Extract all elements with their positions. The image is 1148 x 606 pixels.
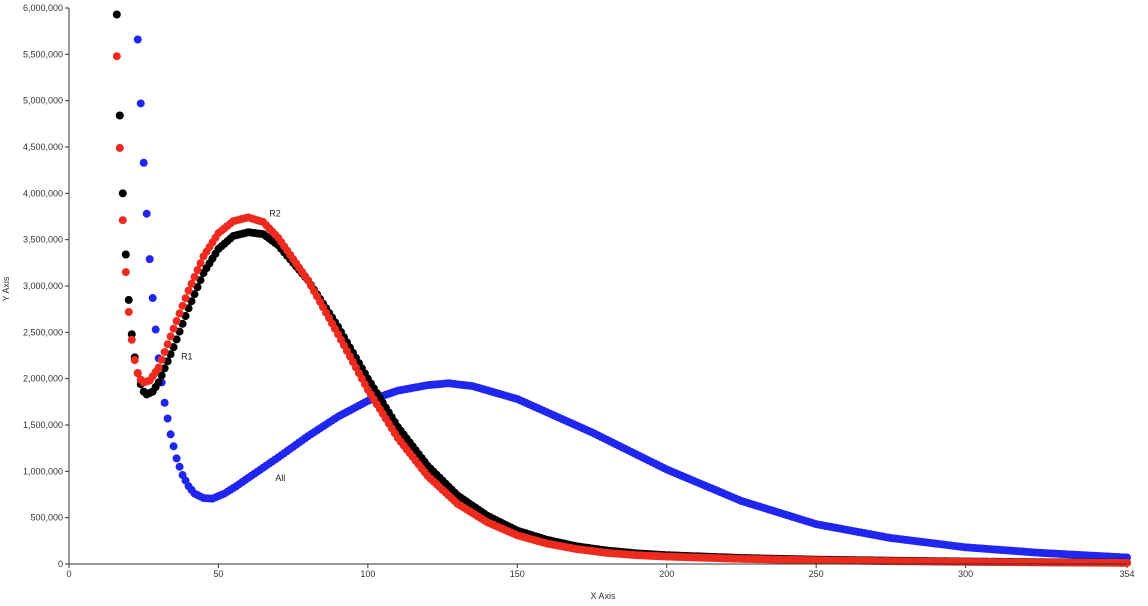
- data-point: [172, 335, 181, 344]
- data-point: [136, 99, 145, 108]
- data-point: [187, 279, 196, 288]
- data-point: [172, 317, 181, 326]
- data-point: [196, 259, 205, 268]
- data-point: [133, 35, 142, 44]
- x-tick-label: 200: [659, 569, 674, 579]
- data-point: [166, 430, 175, 439]
- data-point: [169, 442, 178, 451]
- x-tick-label: 354: [1119, 569, 1134, 579]
- data-point: [154, 363, 163, 372]
- data-point: [187, 297, 196, 306]
- y-tick-label: 6,000,000: [23, 3, 63, 13]
- data-point: [115, 111, 124, 120]
- data-point: [160, 364, 169, 373]
- data-point: [190, 290, 199, 299]
- data-point: [124, 307, 133, 316]
- data-point: [160, 398, 169, 407]
- data-point: [154, 378, 163, 387]
- x-tick-label: 50: [213, 569, 223, 579]
- y-tick-label: 1,500,000: [23, 420, 63, 430]
- data-point: [142, 209, 151, 218]
- series-annotation: R2: [269, 209, 281, 219]
- data-point: [130, 356, 139, 365]
- data-point: [121, 268, 130, 277]
- y-tick-label: 0: [58, 559, 63, 569]
- data-point: [193, 283, 202, 292]
- data-point: [175, 327, 184, 336]
- y-tick-label: 3,000,000: [23, 281, 63, 291]
- data-point: [112, 52, 121, 61]
- data-point: [160, 347, 169, 356]
- data-point: [127, 330, 136, 339]
- data-point: [178, 319, 187, 328]
- x-tick-label: 250: [809, 569, 824, 579]
- series-annotations: R2 R1 All: [181, 209, 285, 483]
- data-point: [157, 371, 166, 380]
- series-annotation: All: [275, 473, 285, 483]
- data-point: [172, 454, 181, 463]
- data-point: [151, 325, 160, 334]
- series-all: [133, 35, 1131, 562]
- data-point: [175, 309, 184, 318]
- data-point: [118, 189, 127, 198]
- data-point: [178, 301, 187, 310]
- data-point: [148, 294, 157, 303]
- x-tick-label: 150: [510, 569, 525, 579]
- data-point: [124, 295, 133, 304]
- data-point: [133, 369, 142, 378]
- y-axis-title: Y Axis: [1, 276, 11, 301]
- data-point: [184, 286, 193, 295]
- data-point: [181, 294, 190, 303]
- data-point: [115, 143, 124, 152]
- data-point: [127, 335, 136, 344]
- x-tick-label: 0: [66, 569, 71, 579]
- x-tick-label: 100: [360, 569, 375, 579]
- data-point: [175, 462, 184, 471]
- data-point: [169, 324, 178, 333]
- data-point: [190, 272, 199, 281]
- data-point: [169, 343, 178, 352]
- data-point: [166, 332, 175, 341]
- y-tick-label: 5,000,000: [23, 96, 63, 106]
- data-point: [163, 414, 172, 423]
- y-tick-label: 4,000,000: [23, 188, 63, 198]
- data-point: [193, 266, 202, 275]
- data-point: [196, 276, 205, 285]
- series-r2: [112, 52, 1131, 567]
- data-point: [118, 216, 127, 225]
- y-tick-label: 500,000: [30, 513, 63, 523]
- y-axis-ticks: 0 500,000 1,000,000 1,500,000 2,000,000 2,500…: [23, 3, 69, 569]
- axes: [68, 8, 1127, 565]
- data-point: [181, 312, 190, 321]
- x-axis-title: X Axis: [590, 591, 616, 601]
- y-tick-label: 3,500,000: [23, 235, 63, 245]
- data-point: [112, 10, 121, 19]
- data-point: [1123, 558, 1131, 567]
- series-r1: [112, 10, 1131, 567]
- x-tick-label: 300: [958, 569, 973, 579]
- data-point: [163, 357, 172, 366]
- x-axis-ticks: 0 50 100 150 200 250 300 354: [66, 564, 1135, 579]
- data-point: [157, 355, 166, 364]
- data-point: [121, 250, 130, 259]
- data-point: [184, 304, 193, 313]
- y-tick-label: 1,000,000: [23, 466, 63, 476]
- data-point: [139, 158, 148, 167]
- y-tick-label: 5,500,000: [23, 49, 63, 59]
- y-tick-label: 2,000,000: [23, 374, 63, 384]
- series-annotation: R1: [181, 351, 193, 361]
- data-point: [145, 255, 154, 264]
- y-tick-label: 2,500,000: [23, 327, 63, 337]
- y-tick-label: 4,500,000: [23, 142, 63, 152]
- data-point: [163, 340, 172, 349]
- data-points: [112, 10, 1131, 567]
